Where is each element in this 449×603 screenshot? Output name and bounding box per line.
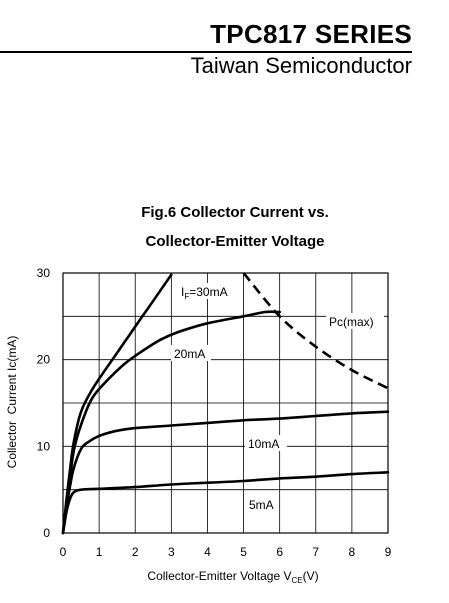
x-tick-label: 7 bbox=[312, 545, 319, 559]
y-tick-label: 10 bbox=[37, 439, 51, 453]
annotation-pcmax: Pc(max) bbox=[329, 315, 374, 329]
curve-20ma bbox=[61, 310, 281, 535]
curve-if-30ma bbox=[61, 273, 173, 535]
annotation-5ma: 5mA bbox=[249, 498, 274, 512]
x-tick-label: 1 bbox=[96, 545, 103, 559]
document-series-title: TPC817 SERIES bbox=[210, 19, 412, 49]
x-tick-label: 5 bbox=[240, 545, 247, 559]
figure-title-line-1: Fig.6 Collector Current vs. bbox=[141, 204, 329, 221]
annotation-20ma: 20mA bbox=[174, 347, 205, 361]
x-tick-label: 9 bbox=[385, 545, 392, 559]
y-axis-label: Collector Current Ic(mA) bbox=[5, 336, 19, 469]
annotation-10ma: 10mA bbox=[248, 437, 279, 451]
x-tick-label: 0 bbox=[60, 545, 67, 559]
curve-10ma bbox=[61, 410, 390, 535]
x-tick-label: 4 bbox=[204, 545, 211, 559]
x-axis-label: Collector-Emitter Voltage VCE(V) bbox=[147, 569, 318, 585]
y-tick-label: 20 bbox=[37, 353, 51, 367]
x-tick-label: 6 bbox=[276, 545, 283, 559]
header-rule bbox=[0, 51, 412, 53]
company-name: Taiwan Semiconductor bbox=[190, 53, 412, 78]
x-tick-label: 8 bbox=[349, 545, 356, 559]
curve-5ma bbox=[61, 471, 390, 535]
y-tick-label: 30 bbox=[37, 266, 51, 280]
curve-pc-max bbox=[242, 272, 389, 390]
x-tick-label: 3 bbox=[168, 545, 175, 559]
curves bbox=[61, 272, 390, 535]
x-tick-label: 2 bbox=[132, 545, 139, 559]
figure-title-line-2: Collector-Emitter Voltage bbox=[145, 233, 325, 250]
grid bbox=[63, 273, 388, 533]
y-tick-label: 0 bbox=[43, 526, 50, 540]
plot-frame bbox=[62, 272, 389, 534]
annotation-if30: IF=30mA bbox=[181, 285, 228, 301]
tick-labels: 0 1 2 3 4 5 6 7 8 9 0 10 20 30 bbox=[37, 266, 392, 559]
